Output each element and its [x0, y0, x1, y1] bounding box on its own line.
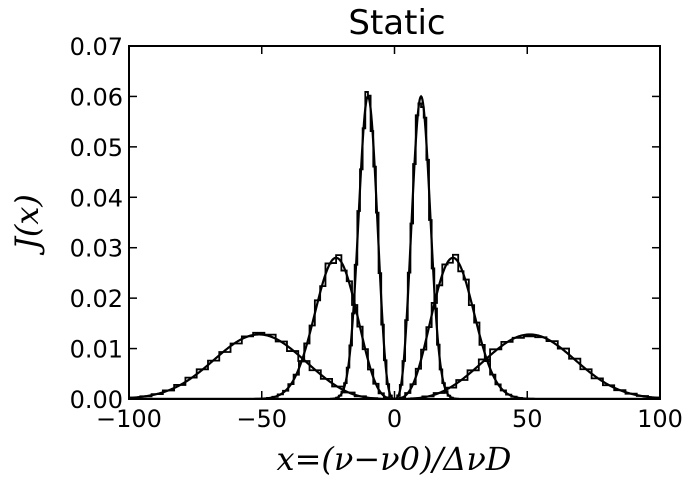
series-histogram-3: [129, 91, 660, 399]
y-tick-label: 0.02: [70, 285, 123, 313]
x-tick-label: 50: [512, 405, 543, 433]
chart-title: Static: [348, 3, 445, 43]
series-curve-1: [129, 256, 660, 399]
axis-ticks: [128, 45, 661, 400]
y-axis-label: J(x): [8, 194, 46, 256]
plot-frame: [128, 45, 661, 400]
series-curve-0: [129, 94, 660, 399]
x-tick-labels: −100 −50 0 50 100: [96, 405, 683, 433]
y-tick-label: 0.05: [70, 134, 123, 162]
x-tick-label: −50: [236, 405, 287, 433]
x-tick-label: 100: [637, 405, 683, 433]
plot-area: [129, 91, 660, 399]
x-tick-label: −100: [96, 405, 162, 433]
y-tick-label: 0.00: [70, 386, 123, 414]
x-axis-label: x=(ν−ν0)/ΔνD: [277, 440, 512, 478]
y-tick-label: 0.01: [70, 336, 123, 364]
y-tick-label: 0.04: [70, 184, 123, 212]
series-curve-2: [129, 333, 660, 399]
y-tick-label: 0.07: [70, 33, 123, 61]
series-histogram-4: [129, 253, 660, 399]
x-tick-label: 0: [387, 405, 402, 433]
y-tick-label: 0.03: [70, 235, 123, 263]
y-tick-labels: 0.00 0.01 0.02 0.03 0.04 0.05 0.06 0.07: [70, 33, 123, 414]
y-tick-label: 0.06: [70, 83, 123, 111]
